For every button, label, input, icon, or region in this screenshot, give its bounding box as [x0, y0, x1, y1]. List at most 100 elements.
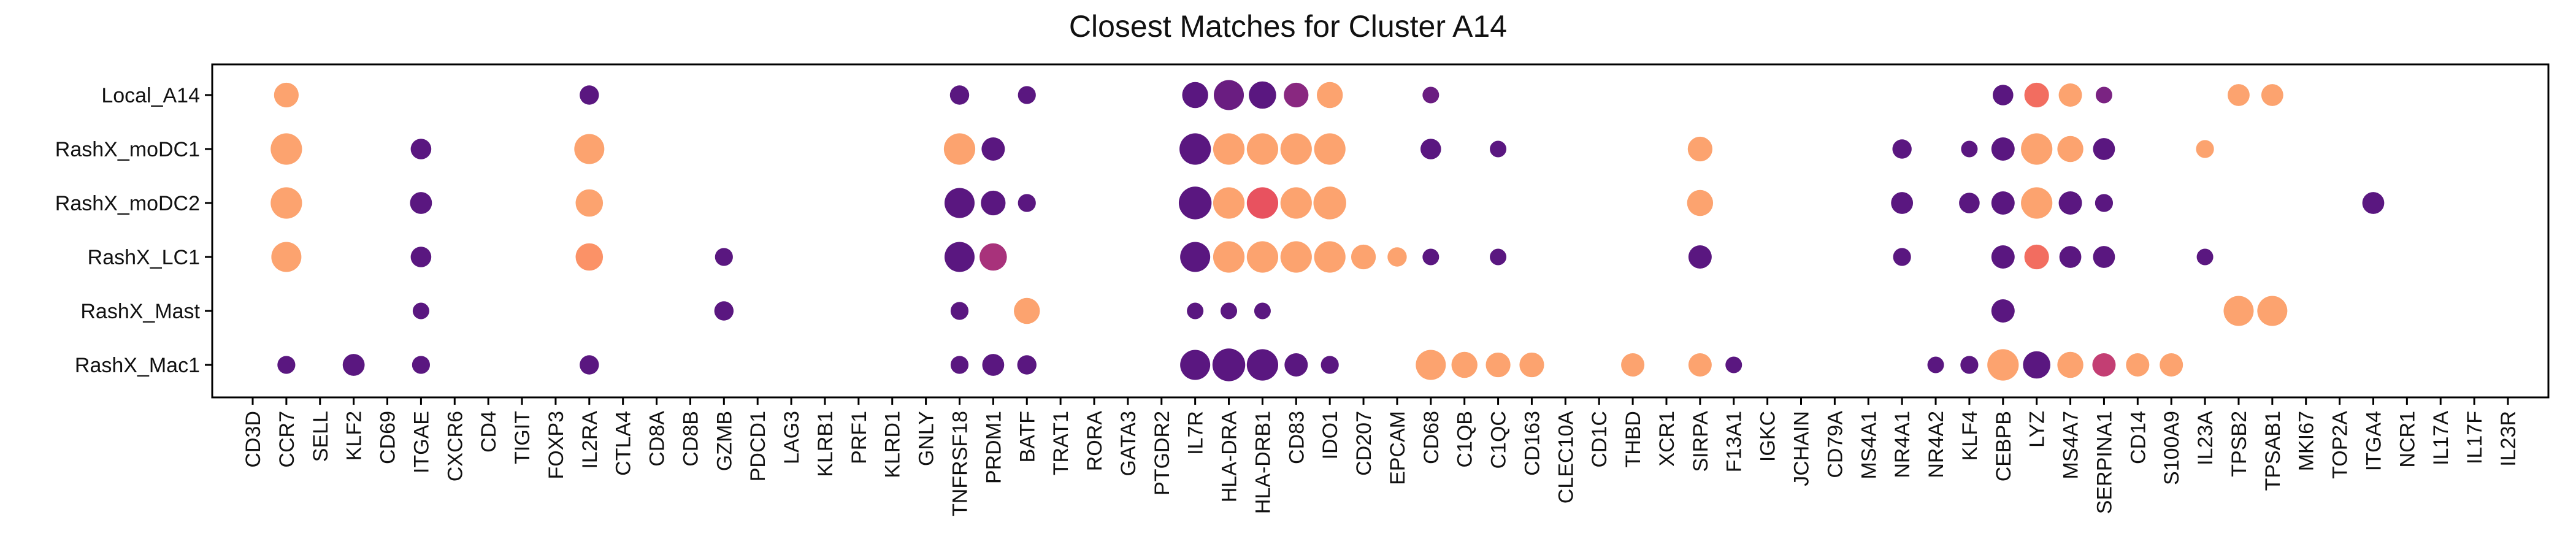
x-tick-label: THBD	[1622, 411, 1645, 468]
dot-RashX_moDC2-SIRPA	[1687, 189, 1714, 216]
dot-RashX_LC1-NR4A1	[1893, 248, 1911, 266]
x-tick-label: KLRB1	[814, 411, 837, 477]
dot-RashX_LC1-EPCAM	[1387, 247, 1407, 267]
y-axis: Local_A14 RashX_moDC1 RashX_moDC2 RashX_LC1…	[55, 84, 212, 377]
dot-RashX_moDC1-IL7R	[1179, 133, 1211, 165]
dot-RashX_moDC1-SERPINA1	[2093, 138, 2115, 160]
dot-RashX_Mac1-MS4A7	[2057, 351, 2083, 378]
x-tick-label: C1QC	[1487, 411, 1511, 469]
dot-RashX_LC1-IL2RA	[575, 243, 604, 271]
dot-RashX_moDC2-HLA-DRB1	[1246, 187, 1279, 219]
x-tick-label: ITGA4	[2362, 411, 2385, 471]
y-tick-label: RashX_Mac1	[75, 354, 200, 377]
x-tick-label: IL7R	[1184, 411, 1208, 455]
dot-RashX_moDC1-CD83	[1280, 133, 1312, 165]
dot-Local_A14-MS4A7	[2058, 83, 2082, 107]
x-tick-label: PDCD1	[746, 411, 770, 481]
dot-RashX_moDC2-BATF	[1018, 194, 1036, 212]
dot-RashX_moDC2-CEBPB	[1991, 191, 2015, 215]
dot-RashX_moDC1-CCR7	[270, 133, 302, 165]
dot-RashX_Mac1-KLF4	[1960, 356, 1979, 374]
dot-RashX_LC1-SIRPA	[1688, 245, 1712, 269]
x-tick-label: CD163	[1520, 411, 1544, 476]
dot-RashX_Mac1-F13A1	[1725, 356, 1742, 373]
y-tick-label: Local_A14	[101, 84, 200, 107]
x-tick-label: GNLY	[915, 411, 938, 466]
y-tick-label: RashX_moDC1	[55, 138, 200, 161]
dot-RashX_Mac1-CEBPB	[1987, 349, 2019, 381]
dot-RashX_LC1-IL23A	[2196, 248, 2214, 266]
x-tick-label: IL23A	[2194, 411, 2217, 465]
dot-RashX_moDC2-ITGA4	[2362, 192, 2385, 214]
dot-RashX_Mac1-BATF	[1017, 355, 1037, 375]
dot-Local_A14-TNFRSF18	[949, 85, 970, 105]
dot-RashX_Mac1-THBD	[1621, 353, 1645, 377]
x-tick-label: SERPINA1	[2093, 411, 2116, 514]
dot-RashX_moDC2-IL7R	[1178, 186, 1212, 220]
dot-RashX_LC1-IDO1	[1314, 241, 1346, 273]
dot-RashX_moDC2-IDO1	[1313, 186, 1346, 220]
x-tick-label: EPCAM	[1386, 411, 1409, 485]
x-tick-label: IL17F	[2463, 411, 2486, 464]
x-tick-label: XCR1	[1655, 411, 1679, 467]
dot-RashX_LC1-SERPINA1	[2093, 246, 2115, 268]
dot-RashX_Mac1-IL2RA	[580, 355, 599, 375]
dot-RashX_LC1-ITGAE	[410, 247, 432, 267]
dot-Local_A14-HLA-DRA	[1214, 80, 1244, 110]
x-tick-label: KLF4	[1958, 411, 1982, 461]
dot-RashX_moDC1-IL2RA	[574, 134, 605, 164]
x-tick-label: SELL	[309, 411, 332, 462]
dot-RashX_moDC1-ITGAE	[410, 139, 432, 159]
dot-RashX_moDC2-IL2RA	[575, 189, 604, 217]
dot-RashX_Mac1-HLA-DRA	[1212, 348, 1246, 381]
dot-RashX_Mac1-C1QC	[1485, 352, 1511, 378]
dot-RashX_moDC1-IDO1	[1314, 133, 1346, 165]
dot-RashX_moDC2-ITGAE	[410, 192, 432, 214]
dot-RashX_moDC2-MS4A7	[2058, 191, 2082, 215]
dot-Local_A14-SERPINA1	[2095, 86, 2112, 104]
dot-RashX_Mast-TPSB2	[2223, 296, 2254, 326]
dot-RashX_LC1-PRDM1	[979, 243, 1007, 271]
x-tick-label: F13A1	[1723, 411, 1746, 472]
x-tick-label: LAG3	[780, 411, 803, 464]
dot-RashX_Mac1-IDO1	[1321, 356, 1339, 374]
dot-RashX_LC1-CCR7	[271, 242, 302, 272]
x-tick-label: CTLA4	[612, 411, 635, 476]
dot-RashX_moDC1-TNFRSF18	[943, 133, 976, 165]
dot-RashX_moDC1-C1QC	[1490, 140, 1507, 158]
dot-RashX_Mac1-CCR7	[277, 356, 296, 374]
x-tick-label: C1QB	[1454, 411, 1477, 468]
x-tick-label: PRF1	[848, 411, 871, 464]
dot-Local_A14-IL7R	[1182, 82, 1208, 109]
x-tick-label: CXCR6	[443, 411, 467, 481]
dot-RashX_moDC2-NR4A1	[1891, 192, 1914, 214]
dot-RashX_Mac1-LYZ	[2023, 351, 2050, 379]
x-tick-label: MS4A1	[1857, 411, 1880, 480]
x-tick-label: JCHAIN	[1790, 411, 1814, 486]
dot-RashX_Mast-TPSAB1	[2257, 296, 2288, 326]
x-tick-label: GZMB	[713, 411, 736, 471]
dot-RashX_moDC2-SERPINA1	[2095, 194, 2114, 212]
x-tick-label: NR4A2	[1925, 411, 1948, 478]
dot-RashX_LC1-IL7R	[1180, 242, 1211, 272]
dot-RashX_LC1-CD207	[1351, 244, 1376, 270]
dot-RashX_moDC1-LYZ	[2021, 133, 2053, 165]
x-axis: CD3D CCR7 SELL KLF2 CD69 ITGAE CXCR6 CD4 TIGIT FO…	[242, 397, 2520, 516]
dot-RashX_Mast-CEBPB	[1991, 299, 2015, 323]
dot-RashX_Mast-GZMB	[714, 301, 734, 321]
dot-Local_A14-IL2RA	[580, 85, 599, 105]
x-tick-label: CEBPB	[1992, 411, 2015, 481]
x-tick-label: SIRPA	[1689, 411, 1712, 472]
dot-Local_A14-IDO1	[1316, 82, 1343, 109]
x-tick-label: FOXP3	[545, 411, 568, 479]
dot-Local_A14-HLA-DRB1	[1249, 81, 1276, 109]
dot-RashX_moDC1-MS4A7	[2057, 136, 2083, 163]
dot-RashX_LC1-TNFRSF18	[944, 242, 975, 272]
x-tick-label: CD83	[1285, 411, 1308, 464]
dot-RashX_LC1-HLA-DRB1	[1246, 241, 1279, 273]
x-tick-label: CD68	[1420, 411, 1443, 464]
plot-border	[211, 63, 2550, 399]
dot-Local_A14-TPSAB1	[2261, 84, 2283, 106]
dot-RashX_Mac1-CD83	[1284, 353, 1308, 377]
x-tick-label: CD79A	[1823, 411, 1847, 478]
